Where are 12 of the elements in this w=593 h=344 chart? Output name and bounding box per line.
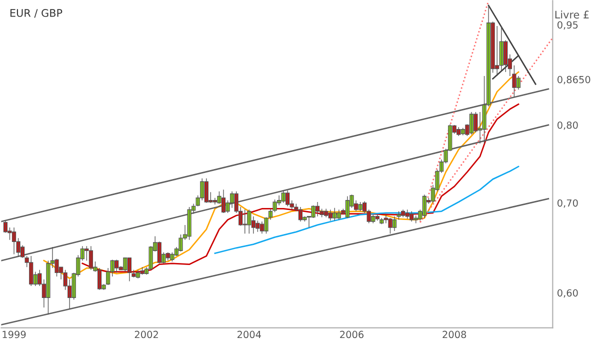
text: EUR / GBP [10,9,62,18]
y-axis-title: Livre £ [555,10,589,19]
y-tick-label: 0,80 [557,121,578,130]
y-tick-label: 0,8650 [557,76,590,84]
x-tick-label: 2002 [134,330,158,338]
x-tick-label: 2008 [442,330,466,338]
x-tick-label: 2004 [237,330,261,338]
y-tick-label: 0,60 [557,289,578,298]
x-tick-label: 2006 [340,330,364,338]
y-tick-label: 0,70 [557,199,578,208]
x-tick-label: 1999 [2,330,26,338]
y-tick-label: 0,95 [557,21,578,30]
